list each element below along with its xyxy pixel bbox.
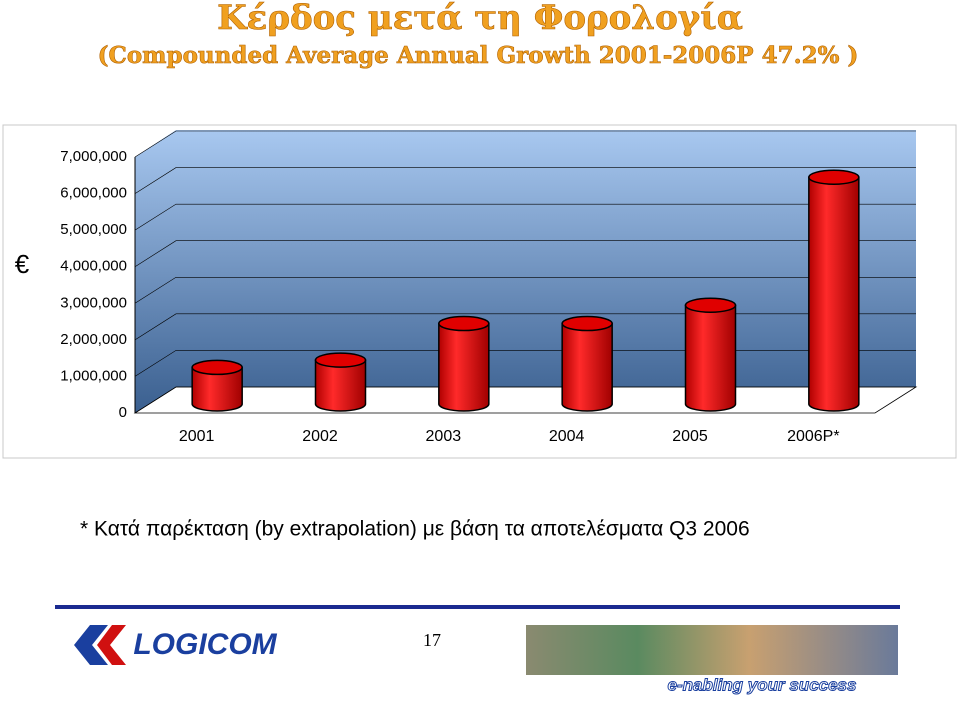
footnote: * Κατά παρέκταση (by extrapolation) με β… — [80, 518, 750, 541]
x-tick-label: 2006P* — [787, 428, 840, 445]
bar — [191, 366, 243, 412]
logo: LOGICOM — [133, 628, 277, 661]
subtitle: (Compounded Average Annual Growth 2001-2… — [98, 42, 859, 69]
grid-line — [134, 276, 916, 304]
grid-line — [134, 313, 916, 341]
grid-line — [134, 386, 916, 414]
y-label: € — [15, 249, 30, 279]
y-tick-label: 4,000,000 — [60, 258, 127, 275]
bar — [561, 322, 613, 412]
slogan: e-nabling your success — [668, 675, 857, 694]
x-tick-label: 2005 — [672, 428, 708, 445]
grid-line — [134, 240, 916, 267]
bar — [808, 176, 860, 412]
grid-line — [134, 167, 916, 194]
logo-mark — [74, 625, 126, 665]
bar-top — [561, 315, 613, 332]
x-tick-label: 2004 — [549, 428, 585, 445]
y-tick-label: 1,000,000 — [60, 367, 127, 384]
bar-top — [684, 297, 737, 314]
y-tick-label: 0 — [119, 404, 127, 421]
plot-floor — [133, 386, 918, 414]
bars — [191, 169, 860, 412]
y-tick-label: 5,000,000 — [60, 221, 127, 238]
page-number: 17 — [423, 630, 441, 650]
bar-top — [314, 352, 367, 368]
y-tick-label: 6,000,000 — [60, 185, 127, 202]
bar — [438, 322, 490, 412]
grid-line — [134, 350, 916, 377]
x-tick-label: 2003 — [426, 428, 462, 445]
bar-top — [808, 169, 860, 186]
y-tick-label: 7,000,000 — [60, 148, 127, 165]
bar — [314, 359, 367, 412]
y-tick-label: 2,000,000 — [60, 331, 127, 348]
grid-line — [134, 203, 916, 231]
plot-wall — [135, 130, 916, 413]
grid — [134, 130, 916, 414]
title: Κέρδος μετά τη Φορολογία — [217, 0, 743, 38]
bar — [684, 304, 737, 412]
x-tick-label: 2002 — [302, 428, 338, 445]
grid-line — [134, 130, 916, 158]
bar-top — [438, 315, 490, 332]
x-tick-label: 2001 — [179, 428, 215, 445]
photo-strip — [526, 625, 898, 675]
y-tick-label: 3,000,000 — [60, 294, 127, 311]
bar-top — [191, 359, 243, 376]
